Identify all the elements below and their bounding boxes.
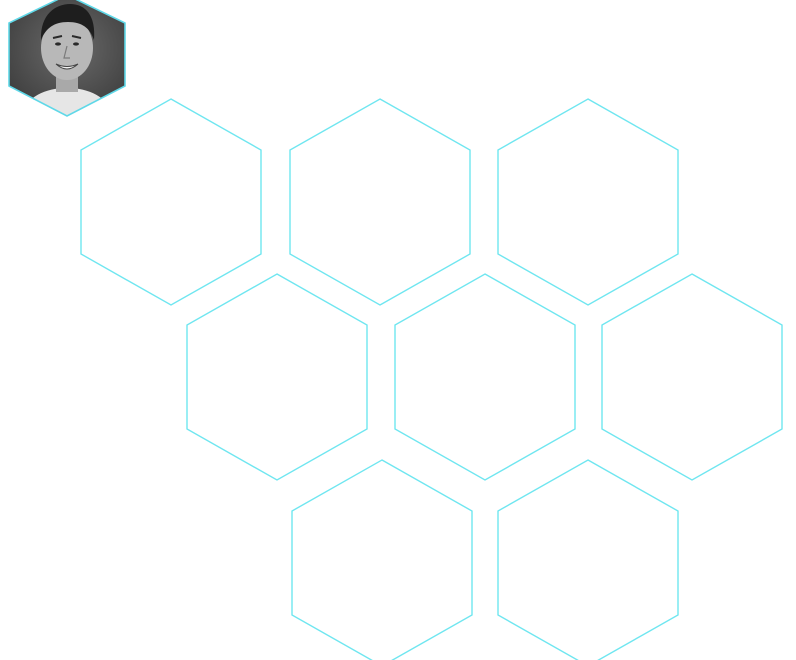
hex-tile-3[interactable] — [497, 98, 679, 306]
avatar[interactable] — [0, 0, 140, 120]
hex-tile-5[interactable] — [394, 273, 576, 481]
hex-tile-7[interactable] — [291, 459, 473, 660]
hex-tile-8[interactable] — [497, 459, 679, 660]
hex-tile-1[interactable] — [80, 98, 262, 306]
hex-tile-2[interactable] — [289, 98, 471, 306]
hex-tile-6[interactable] — [601, 273, 783, 481]
hex-tiles — [80, 98, 783, 660]
hex-tile-4[interactable] — [186, 273, 368, 481]
